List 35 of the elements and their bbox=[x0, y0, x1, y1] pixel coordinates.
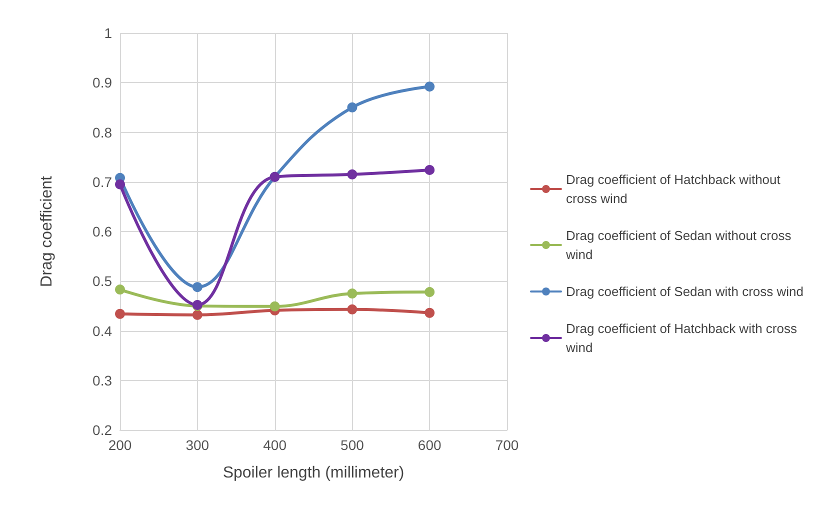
x-tick-label: 700 bbox=[495, 437, 519, 453]
y-tick-label: 0.7 bbox=[92, 174, 112, 190]
y-tick-label: 0.2 bbox=[92, 422, 112, 438]
legend-label: Drag coefficient of Hatchback with cross wind bbox=[565, 321, 801, 355]
point bbox=[270, 301, 280, 312]
y-axis-title: Drag coefficient bbox=[38, 176, 56, 287]
point bbox=[347, 102, 358, 112]
point bbox=[424, 82, 435, 92]
legend-label: Drag coefficient of Sedan with cross wind bbox=[566, 284, 804, 299]
point bbox=[115, 179, 125, 190]
point bbox=[192, 310, 202, 320]
y-tick-label: 0.8 bbox=[92, 124, 112, 140]
point bbox=[115, 308, 125, 319]
legend-label: Drag coefficient of Hatchback without cross wind bbox=[566, 172, 784, 206]
y-tick-label: 0.9 bbox=[92, 74, 112, 91]
point bbox=[115, 284, 125, 295]
x-tick-label: 200 bbox=[108, 437, 132, 453]
x-axis-title: Spoiler length (millimeter) bbox=[222, 464, 404, 482]
y-tick-label: 0.4 bbox=[92, 322, 112, 339]
point bbox=[192, 282, 202, 292]
y-tick-label: 1 bbox=[104, 25, 112, 41]
y-tick-label: 0.5 bbox=[92, 273, 112, 290]
legend-label: Drag coefficient of Sedan without cross wind bbox=[565, 228, 795, 262]
x-tick-label: 500 bbox=[340, 437, 364, 453]
point bbox=[347, 304, 358, 314]
x-tick-label: 600 bbox=[418, 437, 442, 453]
y-tick-label: 0.6 bbox=[92, 224, 112, 240]
x-tick-label: 400 bbox=[263, 437, 287, 453]
point bbox=[347, 169, 358, 180]
point bbox=[424, 164, 435, 175]
y-tick-label: 0.3 bbox=[92, 372, 112, 388]
point bbox=[347, 288, 358, 299]
x-tick-label: 300 bbox=[186, 437, 210, 453]
point bbox=[424, 308, 435, 318]
point bbox=[424, 287, 435, 298]
